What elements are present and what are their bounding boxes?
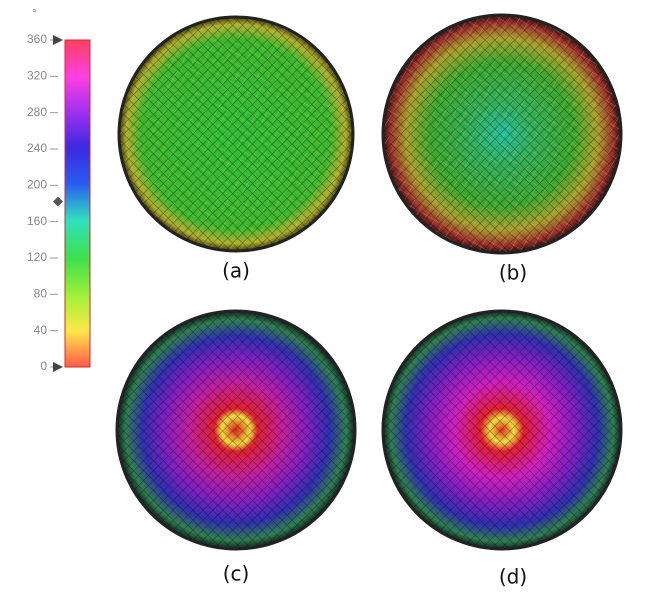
tick-label: 160 <box>27 214 47 228</box>
tick-label: 240 <box>27 141 47 155</box>
tick-label: 120 <box>27 250 47 264</box>
value-marker <box>53 197 63 207</box>
panel-label: (c) <box>223 562 250 586</box>
range-handle <box>53 35 63 45</box>
panel-c <box>116 310 356 550</box>
tick-label: 200 <box>27 178 47 192</box>
range-handle <box>53 362 63 372</box>
tick-label: 0 <box>40 359 47 373</box>
tick-label: 320 <box>27 69 47 83</box>
panel-label: (b) <box>499 261 527 285</box>
panel-label: (d) <box>499 565 527 589</box>
panel-a <box>118 16 354 252</box>
panel-label: (a) <box>222 259 250 283</box>
panel-b <box>382 14 622 254</box>
colorbar-unit: ° <box>32 6 37 20</box>
tick-label: 80 <box>34 287 48 301</box>
figure: ° 0 40 80 120 160 200 240 280 320 360 (a) (b) (c)… <box>0 0 646 593</box>
tick-label: 40 <box>34 323 48 337</box>
tick-label: 280 <box>27 105 47 119</box>
tick-label: 360 <box>27 32 47 46</box>
panel-d <box>382 310 622 550</box>
colorbar <box>65 40 90 367</box>
